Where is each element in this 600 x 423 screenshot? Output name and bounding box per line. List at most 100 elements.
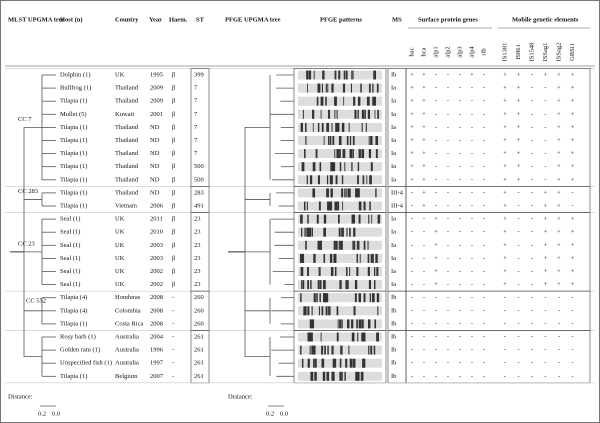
gene-cell: -	[483, 347, 485, 354]
gene-cell: +	[503, 268, 507, 275]
pfge-band	[304, 149, 306, 159]
gene-cell: +	[434, 242, 438, 249]
year: 1997	[150, 360, 164, 367]
pfge-band	[347, 319, 350, 329]
gene-cell: -	[571, 202, 573, 209]
gene-cell: -	[471, 373, 473, 380]
gene-cell: -	[447, 124, 449, 131]
pfge-band	[316, 293, 318, 303]
pfge-band	[329, 175, 333, 185]
gene-cell: +	[571, 85, 575, 92]
pfge-band	[330, 188, 333, 198]
pfge-band	[352, 149, 354, 159]
pfge-band	[377, 214, 381, 224]
st: 7	[194, 98, 198, 105]
pfge-lane	[298, 345, 382, 355]
pfge-band	[301, 358, 304, 368]
gene-cell: -	[483, 176, 485, 183]
gene-cell: -	[435, 124, 437, 131]
gene-cell: -	[411, 320, 413, 327]
haem: β	[172, 202, 176, 209]
pfge-band	[312, 162, 315, 172]
gene-cell: -	[435, 98, 437, 105]
pfge-band	[322, 371, 326, 381]
gene-cell: -	[517, 268, 519, 275]
gene-cell: -	[517, 202, 519, 209]
gene-cell: -	[447, 229, 449, 236]
pfge-band	[374, 109, 376, 119]
gene-cell: -	[447, 255, 449, 262]
st: 261	[194, 360, 204, 367]
pfge-lane	[298, 201, 382, 211]
pfge-band	[346, 136, 349, 145]
gene-cell: +	[434, 229, 438, 236]
gene-cell: +	[503, 71, 507, 78]
st: 23	[194, 242, 201, 249]
pfge-band	[338, 227, 341, 237]
haem: β	[172, 150, 176, 157]
gene-cell: -	[504, 333, 506, 340]
pfge-band	[339, 358, 342, 368]
pfge-band	[317, 122, 320, 132]
ms: Ia	[391, 150, 396, 157]
gene-cell: +	[503, 150, 507, 157]
gene-cell: -	[531, 320, 533, 327]
haem: β	[172, 137, 176, 144]
pfge-band	[300, 122, 303, 132]
haem: β	[172, 189, 176, 196]
year: 2008	[150, 320, 163, 327]
cluster-label: CC 283	[18, 188, 38, 195]
pfge-band	[377, 306, 379, 316]
gene-cell: -	[459, 124, 461, 131]
header: Surface protein genes	[418, 16, 478, 23]
haem: β	[172, 111, 176, 118]
gene-cell: -	[459, 242, 461, 249]
host: Tilapia (1)	[60, 98, 87, 105]
pfge-band	[336, 109, 338, 119]
pfge-band	[321, 358, 325, 368]
pfge-band	[331, 83, 334, 93]
gene-cell: -	[459, 255, 461, 262]
gene-cell: -	[531, 360, 533, 367]
gene-cell: -	[504, 360, 506, 367]
country: Thailand	[115, 85, 139, 92]
cluster-label: CC 23	[18, 240, 35, 247]
pfge-band	[307, 214, 309, 224]
pfge-band	[321, 83, 324, 93]
pfge-band	[352, 70, 354, 80]
gene-cell: +	[557, 216, 561, 223]
pfge-band	[329, 136, 332, 145]
gene-cell: -	[447, 216, 449, 223]
gene-cell: +	[544, 268, 548, 275]
gene-cell: -	[447, 320, 449, 327]
pfge-band	[341, 188, 344, 198]
pfge-band	[339, 162, 342, 172]
pfge-band	[351, 149, 353, 159]
pfge-band	[334, 70, 337, 80]
host: Tilapia (1)	[60, 163, 87, 170]
gene-cell: -	[459, 176, 461, 183]
pfge-band	[347, 280, 349, 290]
year: 2003	[150, 242, 163, 249]
pfge-band	[357, 188, 360, 198]
pfge-band	[345, 280, 348, 290]
gene-cell: +	[470, 71, 474, 78]
gene-cell: +	[557, 189, 561, 196]
gene-cell: -	[483, 242, 485, 249]
pfge-band	[353, 227, 356, 237]
gene-cell: -	[504, 307, 506, 314]
gene-cell: +	[422, 150, 426, 157]
country: UK	[115, 71, 125, 78]
gene-cell: -	[517, 242, 519, 249]
gene-cell: +	[503, 189, 507, 196]
haem: β	[172, 163, 176, 170]
host: Seal (1)	[60, 216, 80, 223]
pfge-band	[342, 201, 344, 211]
gene-cell: +	[557, 281, 561, 288]
gene-cell: -	[531, 281, 533, 288]
pfge-band	[340, 240, 343, 250]
pfge-band	[301, 253, 304, 263]
pfge-band	[312, 122, 314, 132]
haem: β	[172, 229, 176, 236]
year: 2009	[150, 85, 163, 92]
